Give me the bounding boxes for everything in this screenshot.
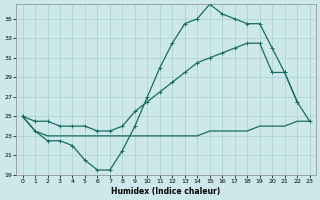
X-axis label: Humidex (Indice chaleur): Humidex (Indice chaleur) [111, 187, 221, 196]
